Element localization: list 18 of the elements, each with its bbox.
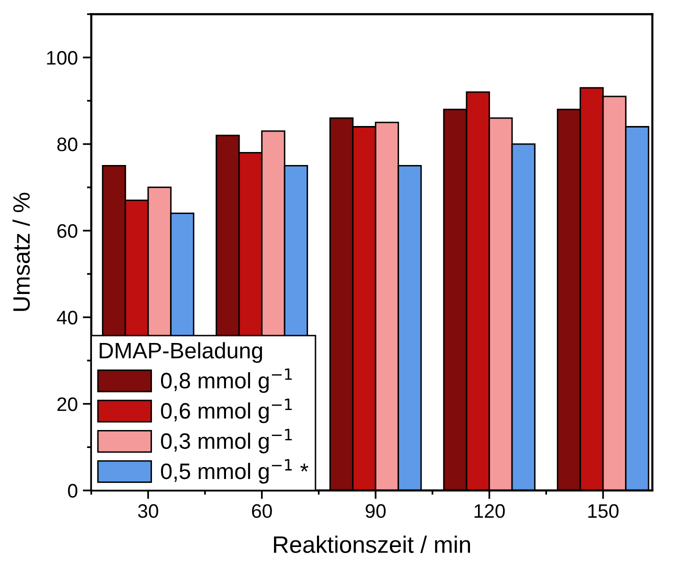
y-tick-label: 0 — [68, 484, 78, 498]
y-tick-label: 80 — [57, 138, 78, 152]
x-tick-label: 150 — [588, 504, 619, 518]
x-tick-label: 30 — [138, 504, 158, 518]
y-tick-label: 100 — [47, 50, 78, 65]
legend-label: 0,8 mmol g$^{−1}$ — [161, 368, 292, 393]
y-tick-label: 60 — [57, 224, 78, 238]
legend-label: 0,5 mmol g$^{−1}$ * — [161, 459, 308, 484]
y-tick-label: 20 — [57, 397, 78, 412]
x-tick-label: 60 — [252, 504, 272, 518]
legend-title: DMAP-Beladung — [100, 342, 262, 363]
legend-label: 0,3 mmol g$^{−1}$ — [161, 428, 292, 454]
legend-label: 0,6 mmol g$^{−1}$ — [161, 398, 292, 424]
y-tick-label: 40 — [56, 310, 78, 324]
y-axis-title: Umsatz / % — [12, 192, 30, 311]
x-tick-label: 90 — [366, 504, 386, 518]
x-axis-title: Reaktionszeit / min — [274, 536, 470, 554]
x-tick-label: 120 — [474, 504, 505, 518]
